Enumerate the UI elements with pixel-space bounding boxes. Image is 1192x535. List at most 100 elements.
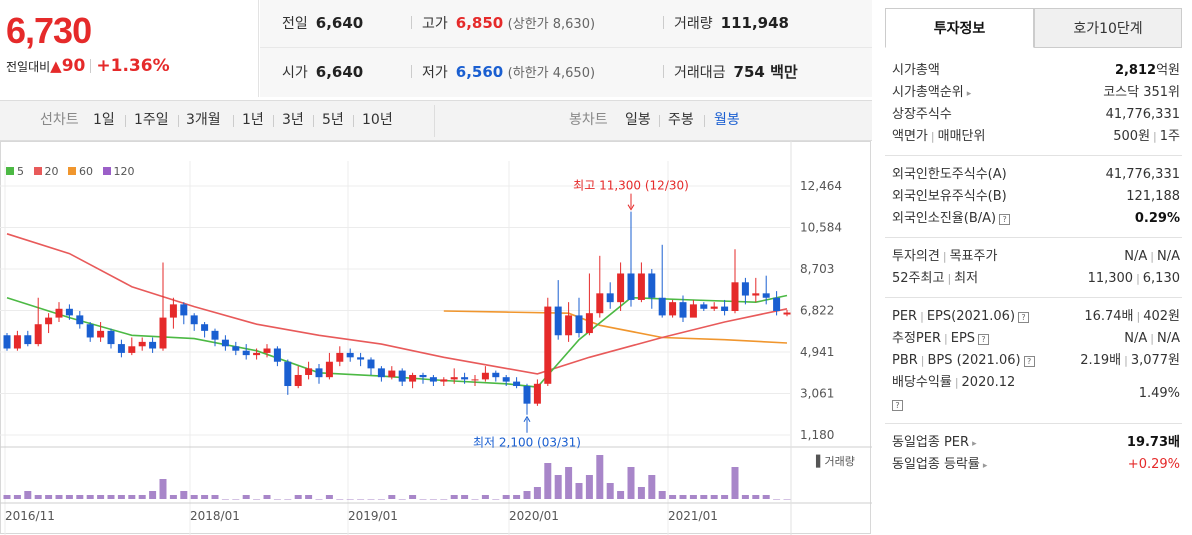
price-box: 6,730 전일대비▲90 +1.36%: [0, 0, 259, 97]
help-icon[interactable]: ?: [999, 214, 1011, 225]
candle-body: [325, 361, 333, 378]
volume-bar: [357, 499, 365, 500]
volume-bar: [440, 499, 448, 500]
volume-label: 거래량: [674, 16, 713, 32]
candle-body: [97, 330, 105, 338]
par-value: 500원 | 1주: [1113, 129, 1180, 144]
candle-body: [242, 350, 250, 356]
help-icon[interactable]: ?: [892, 400, 903, 411]
volume-bar: [55, 495, 63, 499]
line-chart-label[interactable]: 선차트: [40, 112, 79, 128]
volume-bar: [585, 475, 593, 499]
per-value: 16.74배 | 402원: [1084, 309, 1180, 324]
divider: [353, 115, 354, 127]
volume-bar: [388, 495, 396, 499]
legend-swatch: [68, 167, 76, 175]
candle-body: [138, 341, 146, 347]
candle-body: [554, 306, 562, 336]
period-1w[interactable]: 1주일: [134, 112, 169, 128]
low-cell: 저가 6,560 (하한가 4,650): [411, 49, 595, 97]
period-1y[interactable]: 1년: [242, 112, 264, 128]
tab-orderbook[interactable]: 호가10단계: [1034, 8, 1182, 48]
volume-bar: [315, 499, 323, 500]
info-row-industry-per[interactable]: 동일업종 PER ▸ 19.73배: [885, 432, 1182, 454]
current-price: 6,730: [6, 10, 92, 51]
volume-bar: [502, 495, 510, 499]
y-tick-label: 12,464: [800, 179, 842, 193]
help-icon[interactable]: ?: [1018, 312, 1030, 323]
candle-body: [721, 306, 729, 311]
volume-bar: [554, 475, 562, 499]
candle-body: [762, 293, 770, 298]
volume-bar: [461, 495, 469, 499]
tab-invest-info[interactable]: 투자정보: [885, 8, 1034, 48]
candle-body: [658, 297, 666, 316]
volume-bar: [273, 499, 281, 500]
candle-body: [169, 304, 177, 318]
info-row-shares: 상장주식수 41,776,331: [885, 104, 1182, 126]
candle-body: [55, 308, 63, 318]
industry-per-value: 19.73배: [1126, 435, 1180, 450]
mcap-number: 2,812: [1114, 63, 1157, 78]
divider: [704, 115, 705, 127]
info-row-foreign-ratio: 외국인소진율(B/A)? 0.29%: [885, 208, 1182, 230]
candle-weekly[interactable]: 주봉: [668, 112, 694, 128]
info-row-industry-rate[interactable]: 동일업종 등락률 ▸ +0.29%: [885, 454, 1182, 476]
candle-daily[interactable]: 일봉: [625, 112, 651, 128]
volume-bar: [128, 495, 136, 499]
foreign-hold-value: 121,188: [1126, 189, 1180, 204]
period-3m[interactable]: 3개월: [186, 112, 221, 128]
volume-bar: [689, 495, 697, 499]
candle-chart-label[interactable]: 봉차트: [569, 112, 608, 128]
volume-bar: [752, 495, 760, 499]
ma20-line: [6, 233, 788, 375]
period-10y[interactable]: 10년: [362, 112, 393, 128]
est-per-value: N/A | N/A: [1124, 331, 1180, 346]
volume-bar: [45, 495, 53, 499]
invest-info-list: 시가총액 2,812억원 시가총액순위 ▸ 코스닥 351위 상장주식수 41,7…: [885, 60, 1182, 476]
low-arrow-icon: [523, 415, 531, 422]
low-annotation: 최저 2,100 (03/31): [473, 436, 581, 450]
foreign-limit-value: 41,776,331: [1105, 167, 1180, 182]
period-1d[interactable]: 1일: [93, 112, 115, 128]
volume-bar: [367, 499, 375, 500]
mcap-value: 2,812억원: [1115, 60, 1180, 82]
volume-bar: [336, 499, 344, 500]
volume-bar: [138, 495, 146, 499]
period-5y[interactable]: 5년: [322, 112, 344, 128]
candle-body: [24, 335, 32, 345]
candle-body: [305, 368, 313, 375]
volume-bar: [409, 495, 417, 499]
info-row-pbr: PBR | BPS (2021.06)? 2.19배 | 3,077원: [885, 350, 1182, 372]
candle-body: [471, 379, 479, 381]
info-row-mcap-rank[interactable]: 시가총액순위 ▸ 코스닥 351위: [885, 82, 1182, 104]
info-row-opinion: 투자의견 | 목표주가 N/A | N/A: [885, 246, 1182, 268]
candle-body: [523, 386, 531, 404]
volume-bar: [284, 499, 292, 500]
candle-body: [700, 304, 708, 309]
divider: [659, 115, 660, 127]
candle-monthly[interactable]: 월봉: [714, 112, 740, 128]
candle-body: [606, 293, 614, 303]
candle-body: [159, 317, 167, 349]
low-label: 저가: [422, 65, 448, 81]
up-arrow-icon: ▲: [50, 57, 62, 75]
candle-body: [388, 370, 396, 378]
volume-bar: [700, 495, 708, 499]
period-3y[interactable]: 3년: [282, 112, 304, 128]
candle-body: [34, 324, 42, 345]
candle-body: [502, 377, 510, 382]
volume-bar: [533, 487, 541, 499]
info-row-per: PER | EPS(2021.06)? 16.74배 | 402원: [885, 306, 1182, 328]
candle-body: [232, 346, 240, 351]
candle-body: [86, 324, 94, 338]
volume-bar: [481, 495, 489, 499]
volume-bar: [201, 495, 209, 499]
upper-limit: (상한가 8,630): [507, 17, 596, 32]
prev-close-label: 전일: [282, 16, 308, 32]
w52-value: 11,300 | 6,130: [1087, 271, 1180, 286]
candle-body: [409, 374, 417, 382]
volume-bar: [596, 455, 604, 499]
help-icon[interactable]: ?: [1023, 356, 1035, 367]
help-icon[interactable]: ?: [978, 334, 990, 345]
